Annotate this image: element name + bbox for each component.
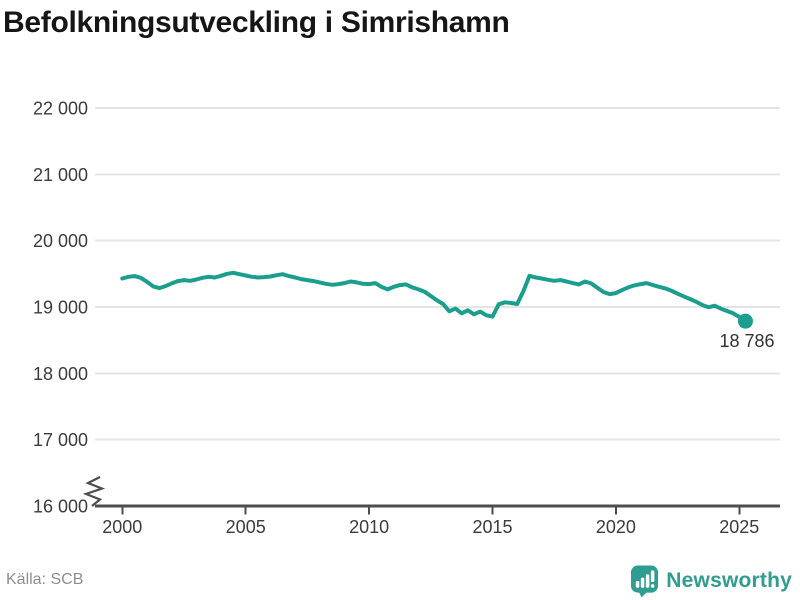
y-axis-tick-label: 19 000	[33, 297, 88, 317]
page-title: Befolkningsutveckling i Simrishamn	[3, 6, 510, 39]
y-axis-tick-label: 16 000	[33, 496, 88, 516]
newsworthy-logo-text: Newsworthy	[666, 569, 792, 592]
x-axis-tick-label: 2010	[349, 517, 389, 537]
newsworthy-logo: Newsworthy	[630, 564, 792, 598]
newsworthy-bars-bubble-icon	[631, 565, 659, 598]
population-line-chart: 22 000 21 000 20 000 19 000 18 000 17 000 16 0…	[33, 99, 780, 537]
y-axis-tick-label: 18 000	[33, 364, 88, 384]
axis-break-mark	[82, 476, 106, 507]
y-axis-tick-label: 21 000	[33, 165, 88, 185]
y-axis-tick-label: 17 000	[33, 430, 88, 450]
x-axis-tick-label: 2005	[226, 517, 266, 537]
x-axis-tick-label: 2000	[102, 517, 142, 537]
end-point-marker	[737, 313, 753, 329]
x-axis-tick-label: 2025	[719, 517, 759, 537]
x-axis-tick-label: 2020	[596, 517, 636, 537]
y-axis-tick-label: 22 000	[33, 99, 88, 119]
source-label: Källa: SCB	[6, 571, 84, 588]
end-value-label: 18 786	[719, 331, 774, 351]
y-axis-tick-label: 20 000	[33, 231, 88, 251]
population-series-line	[120, 270, 748, 324]
x-axis-tick-label: 2015	[472, 517, 512, 537]
